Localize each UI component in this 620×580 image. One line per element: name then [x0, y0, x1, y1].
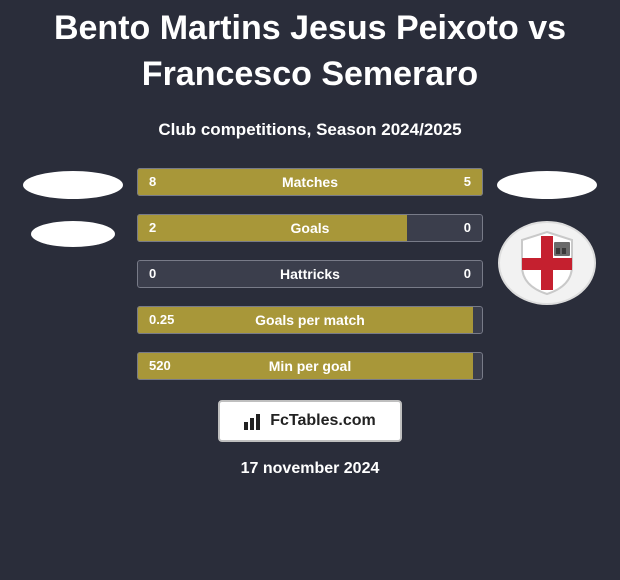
stat-row: 520Min per goal [137, 352, 483, 380]
stat-row: 20Goals [137, 214, 483, 242]
stat-bar-rest [473, 306, 483, 334]
bar-chart-icon [244, 412, 264, 430]
branding-box[interactable]: FcTables.com [218, 400, 402, 442]
comparison-card: Bento Martins Jesus Peixoto vs Francesco… [0, 0, 620, 580]
right-club-badge [498, 221, 596, 305]
left-player-badge-1 [23, 171, 123, 199]
stat-bar-left-fill [137, 168, 352, 196]
right-badge-column [497, 168, 597, 305]
left-player-badge-2 [31, 221, 115, 247]
stat-bar-left-fill [137, 352, 473, 380]
footer-date: 17 november 2024 [241, 460, 380, 478]
stat-bar-left-fill [137, 214, 407, 242]
branding-text: FcTables.com [270, 412, 376, 430]
stat-bar-left-fill [137, 306, 473, 334]
page-subtitle: Club competitions, Season 2024/2025 [158, 120, 461, 140]
stat-bar-rest [137, 260, 483, 288]
shield-icon [512, 228, 582, 298]
right-club-badge-wrap [497, 221, 597, 305]
left-badge-column [23, 168, 123, 247]
stat-row: 00Hattricks [137, 260, 483, 288]
stat-row: 0.25Goals per match [137, 306, 483, 334]
stat-bars: 85Matches 20Goals 00Hattricks 0.25Goals per… [137, 168, 483, 380]
stat-bar-rest [407, 214, 483, 242]
right-player-badge-1 [497, 171, 597, 199]
page-title: Bento Martins Jesus Peixoto vs Francesco… [0, 0, 620, 102]
stats-area: 85Matches 20Goals 00Hattricks 0.25Goals per… [0, 168, 620, 380]
stat-row: 85Matches [137, 168, 483, 196]
stat-bar-rest [473, 352, 483, 380]
stat-bar-right-fill [352, 168, 483, 196]
